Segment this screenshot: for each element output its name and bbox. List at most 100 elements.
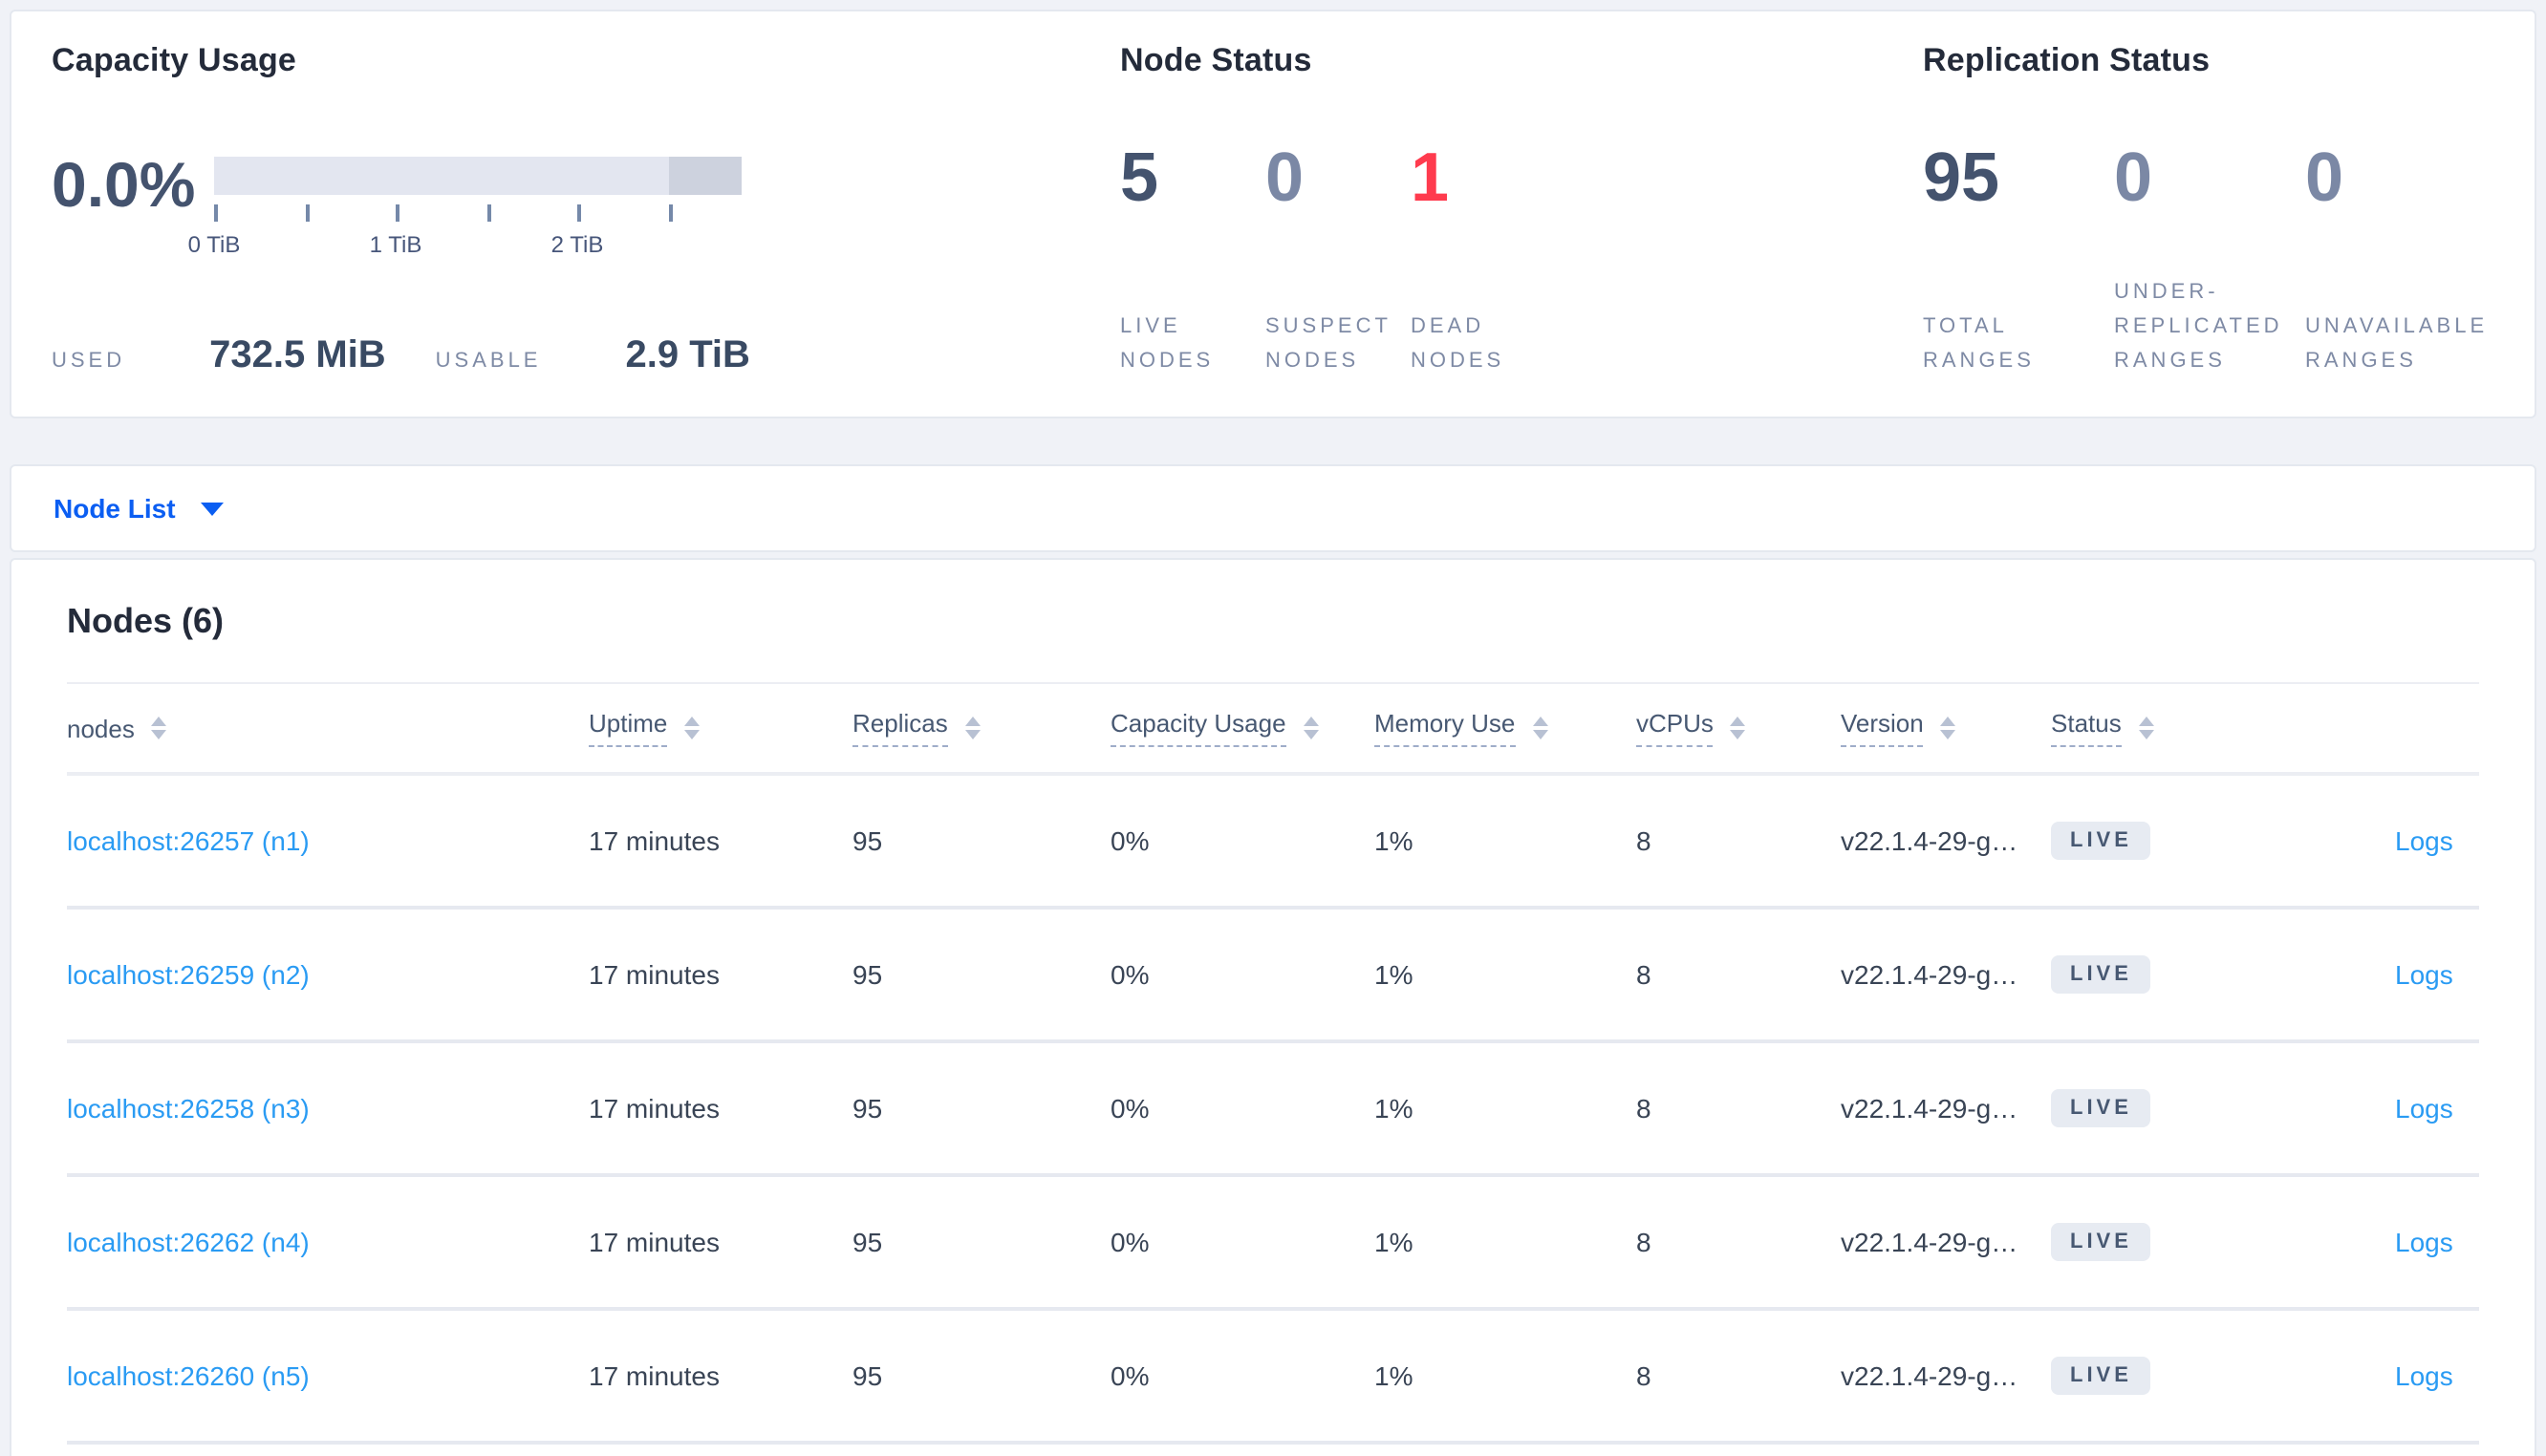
memory-cell: 1%	[1374, 1360, 1413, 1391]
column-header-nodes[interactable]: nodes	[67, 714, 589, 742]
column-header-uptime[interactable]: Uptime	[589, 709, 852, 747]
vcpus-cell: 8	[1636, 1360, 1651, 1391]
live-nodes-label: LIVE NODES	[1120, 315, 1215, 373]
capacity-usage-title: Capacity Usage	[52, 42, 297, 78]
capacity-cell: 0%	[1111, 1227, 1150, 1257]
column-header-memory-use[interactable]: Memory Use	[1374, 709, 1636, 747]
logs-link[interactable]: Logs	[2395, 1360, 2453, 1391]
sort-icon	[684, 717, 701, 739]
sort-icon	[1730, 717, 1746, 739]
logs-link[interactable]: Logs	[2395, 825, 2453, 856]
capacity-cell: 0%	[1111, 959, 1150, 990]
suspect-nodes-label: SUSPECT NODES	[1265, 315, 1392, 373]
table-row: localhost:26262 (n4) 17 minutes 95 0% 1%…	[67, 1177, 2479, 1311]
unavailable-ranges-label: UNAVAILABLE RANGES	[2305, 315, 2489, 373]
nodes-table-title: Nodes (6)	[67, 602, 225, 640]
node-list-dropdown[interactable]: Node List	[54, 493, 224, 524]
node-link[interactable]: localhost:26262 (n4)	[67, 1227, 310, 1257]
status-badge: LIVE	[2051, 1357, 2151, 1395]
capacity-bar-track	[214, 157, 742, 195]
vcpus-cell: 8	[1636, 1227, 1651, 1257]
capacity-usage-bar-chart: 0 TiB 1 TiB 2 TiB	[188, 157, 742, 262]
dead-nodes-count: 1	[1411, 138, 1450, 216]
used-value: 732.5 MiB	[209, 334, 386, 376]
table-row: localhost:26259 (n2) 17 minutes 95 0% 1%…	[67, 910, 2479, 1043]
suspect-nodes-stat: 0 SUSPECT NODES	[1265, 138, 1411, 378]
table-row: localhost:26260 (n5) 17 minutes 95 0% 1%…	[67, 1311, 2479, 1445]
nodes-table: nodes Uptime Replicas Capacity Usage Mem…	[67, 682, 2479, 1445]
replicas-cell: 95	[852, 959, 883, 990]
suspect-nodes-count: 0	[1265, 138, 1305, 216]
node-list-dropdown-label: Node List	[54, 493, 176, 524]
tick-label-1: 1 TiB	[369, 231, 422, 258]
logs-link[interactable]: Logs	[2395, 1093, 2453, 1124]
unavailable-ranges-count: 0	[2305, 138, 2344, 216]
view-selector-bar: Node List	[10, 464, 2536, 552]
column-header-version[interactable]: Version	[1841, 709, 2051, 747]
uptime-cell: 17 minutes	[589, 1227, 720, 1257]
column-header-vcpus[interactable]: vCPUs	[1636, 709, 1841, 747]
replicas-cell: 95	[852, 1360, 883, 1391]
sort-icon	[1940, 717, 1956, 739]
unavailable-ranges-stat: 0 UNAVAILABLE RANGES	[2305, 138, 2496, 378]
logs-link[interactable]: Logs	[2395, 1227, 2453, 1257]
memory-cell: 1%	[1374, 959, 1413, 990]
total-ranges-stat: 95 TOTAL RANGES	[1923, 138, 2114, 378]
replication-status-stats: 95 TOTAL RANGES 0 UNDER-REPLICATED RANGE…	[1923, 138, 2496, 378]
dead-nodes-stat: 1 DEAD NODES	[1411, 138, 1556, 378]
status-badge: LIVE	[2051, 822, 2151, 860]
node-link[interactable]: localhost:26258 (n3)	[67, 1093, 310, 1124]
nodes-table-header: nodes Uptime Replicas Capacity Usage Mem…	[67, 682, 2479, 776]
under-replicated-ranges-count: 0	[2114, 138, 2153, 216]
version-cell: v22.1.4-29-g…	[1841, 959, 2018, 990]
node-status-stats: 5 LIVE NODES 0 SUSPECT NODES 1 DEAD NODE…	[1120, 138, 1556, 378]
capacity-axis-labels: 0 TiB 1 TiB 2 TiB	[188, 231, 742, 262]
uptime-cell: 17 minutes	[589, 959, 720, 990]
table-row: localhost:26258 (n3) 17 minutes 95 0% 1%…	[67, 1043, 2479, 1177]
replicas-cell: 95	[852, 1093, 883, 1124]
cluster-summary-card: Capacity Usage 0.0% 0 TiB 1 TiB 2 TiB US…	[10, 10, 2536, 418]
column-header-status[interactable]: Status	[2051, 709, 2395, 747]
capacity-axis-ticks	[214, 204, 742, 222]
capacity-used-usable: USED 732.5 MiB USABLE 2.9 TiB	[52, 334, 800, 378]
caret-down-icon	[200, 502, 224, 515]
column-header-capacity-usage[interactable]: Capacity Usage	[1111, 709, 1374, 747]
node-link[interactable]: localhost:26259 (n2)	[67, 959, 310, 990]
column-header-replicas[interactable]: Replicas	[852, 709, 1111, 747]
capacity-cell: 0%	[1111, 1093, 1150, 1124]
sort-icon	[964, 717, 981, 739]
capacity-bar-extra-segment	[668, 157, 742, 195]
sort-icon	[1532, 717, 1548, 739]
node-link[interactable]: localhost:26257 (n1)	[67, 825, 310, 856]
version-cell: v22.1.4-29-g…	[1841, 1093, 2018, 1124]
uptime-cell: 17 minutes	[589, 1093, 720, 1124]
version-cell: v22.1.4-29-g…	[1841, 825, 2018, 856]
logs-link[interactable]: Logs	[2395, 959, 2453, 990]
capacity-cell: 0%	[1111, 1360, 1150, 1391]
table-row: localhost:26257 (n1) 17 minutes 95 0% 1%…	[67, 776, 2479, 910]
status-badge: LIVE	[2051, 955, 2151, 994]
sort-icon	[2138, 717, 2154, 739]
total-ranges-count: 95	[1923, 138, 2000, 216]
uptime-cell: 17 minutes	[589, 1360, 720, 1391]
sort-icon	[151, 717, 167, 739]
under-replicated-ranges-label: UNDER-REPLICATED RANGES	[2114, 281, 2283, 373]
live-nodes-count: 5	[1120, 138, 1159, 216]
memory-cell: 1%	[1374, 1227, 1413, 1257]
replicas-cell: 95	[852, 1227, 883, 1257]
memory-cell: 1%	[1374, 1093, 1413, 1124]
used-label: USED	[52, 350, 126, 373]
live-nodes-stat: 5 LIVE NODES	[1120, 138, 1265, 378]
node-link[interactable]: localhost:26260 (n5)	[67, 1360, 310, 1391]
vcpus-cell: 8	[1636, 825, 1651, 856]
vcpus-cell: 8	[1636, 1093, 1651, 1124]
sort-icon	[1303, 717, 1319, 739]
memory-cell: 1%	[1374, 825, 1413, 856]
replicas-cell: 95	[852, 825, 883, 856]
uptime-cell: 17 minutes	[589, 825, 720, 856]
total-ranges-label: TOTAL RANGES	[1923, 315, 2035, 373]
status-badge: LIVE	[2051, 1223, 2151, 1261]
capacity-cell: 0%	[1111, 825, 1150, 856]
vcpus-cell: 8	[1636, 959, 1651, 990]
version-cell: v22.1.4-29-g…	[1841, 1360, 2018, 1391]
